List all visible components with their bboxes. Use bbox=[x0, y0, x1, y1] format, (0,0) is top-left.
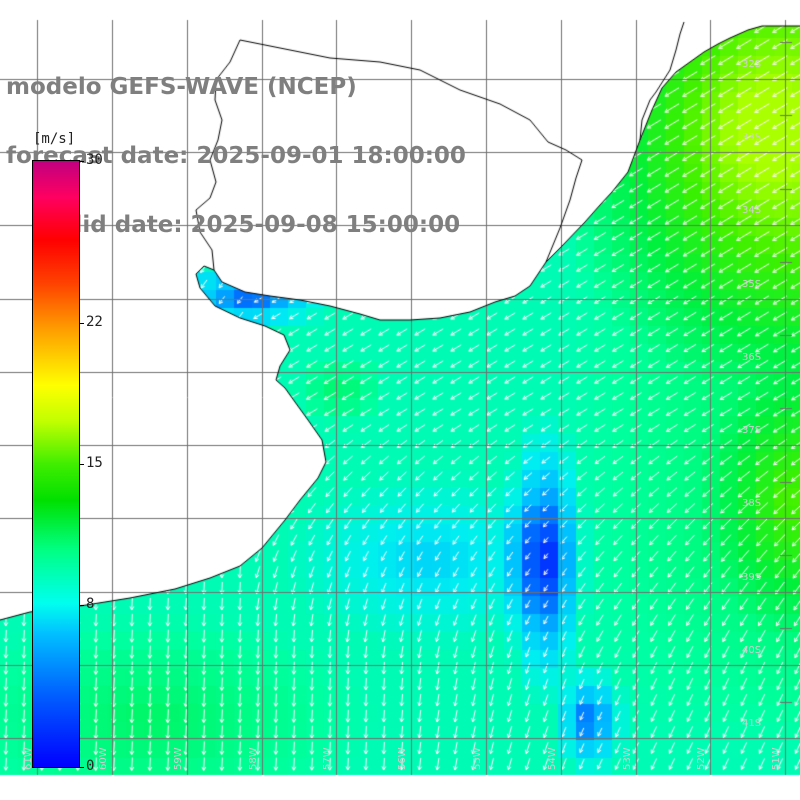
colorbar-tick-mark bbox=[79, 322, 84, 324]
colorbar-unit: [m/s] bbox=[33, 131, 76, 147]
colorbar-tick-label: 0 bbox=[86, 758, 95, 774]
colorbar-tick-mark bbox=[79, 767, 84, 768]
colorbar bbox=[32, 160, 80, 768]
colorbar-tick-label: 30 bbox=[86, 152, 103, 168]
map-title: modelo GEFS-WAVE (NCEP) forecast date: 2… bbox=[6, 30, 566, 260]
title-forecast-date: forecast date: 2025-09-01 18:00:00 bbox=[6, 143, 466, 169]
colorbar-tick-label: 15 bbox=[86, 455, 103, 471]
title-model: modelo GEFS-WAVE (NCEP) bbox=[6, 74, 357, 100]
title-valid-date: valid date: 2025-09-08 15:00:00 bbox=[44, 212, 461, 238]
colorbar-tick-label: 22 bbox=[86, 313, 103, 330]
colorbar-tick-label: 8 bbox=[86, 596, 95, 613]
colorbar-tick-mark bbox=[79, 605, 84, 607]
colorbar-tick-mark bbox=[79, 161, 84, 162]
colorbar-tick-mark bbox=[79, 464, 84, 465]
